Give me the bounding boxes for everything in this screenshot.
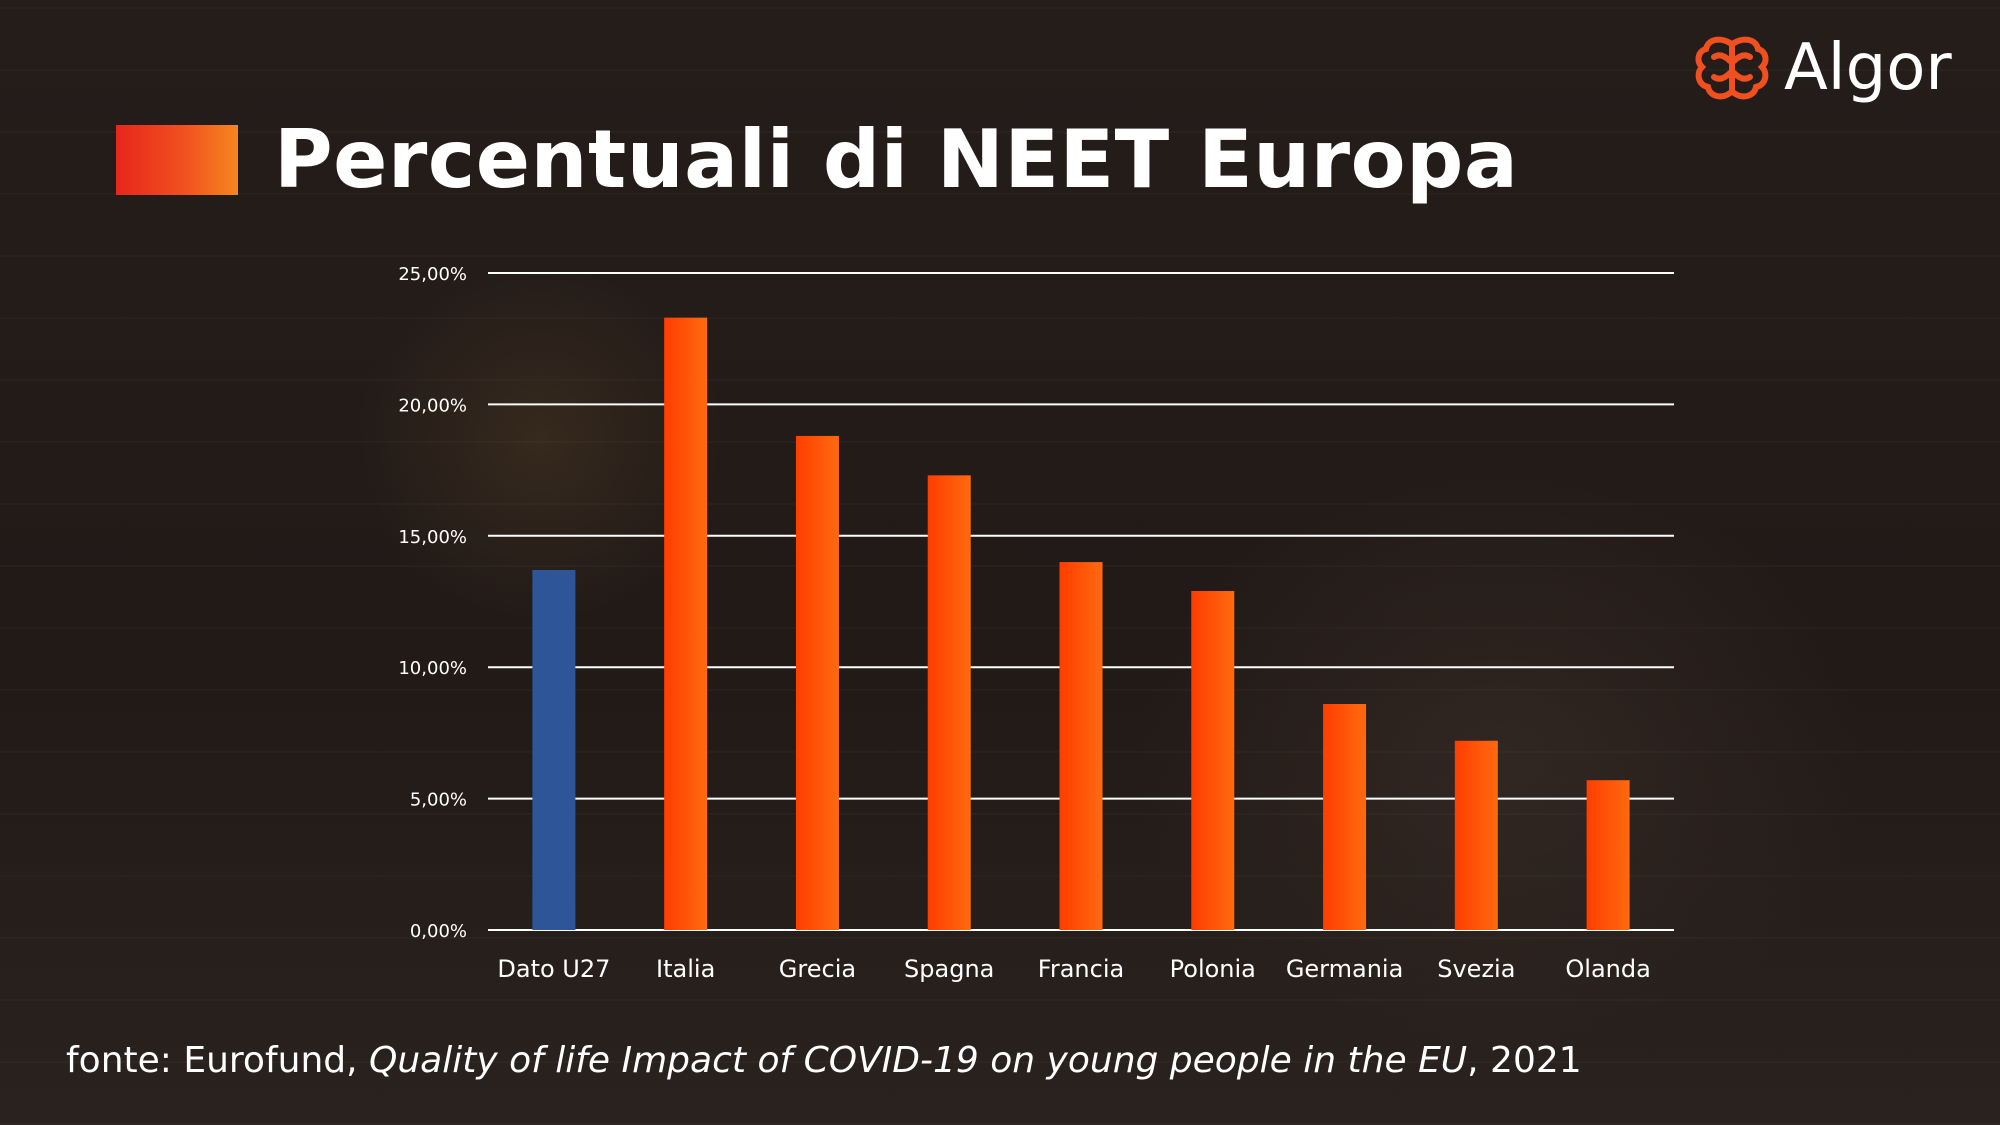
x-category-label: Dato U27 bbox=[497, 955, 610, 983]
slide-title: Percentuali di NEET Europa bbox=[274, 113, 1519, 206]
y-tick-label: 20,00% bbox=[398, 395, 467, 416]
bar bbox=[1454, 740, 1498, 930]
source-prefix: fonte: Eurofund, bbox=[66, 1040, 369, 1081]
brand-name: Algor bbox=[1784, 31, 1952, 105]
title-accent-block bbox=[116, 125, 238, 195]
y-tick-label: 0,00% bbox=[410, 921, 467, 942]
source-title: Quality of life Impact of COVID-19 on yo… bbox=[369, 1040, 1468, 1081]
source-suffix: , 2021 bbox=[1467, 1040, 1582, 1081]
y-tick-label: 25,00% bbox=[398, 264, 467, 285]
bar bbox=[795, 435, 839, 930]
x-category-label: Grecia bbox=[779, 955, 856, 983]
bar bbox=[664, 317, 708, 930]
x-category-label: Germania bbox=[1286, 955, 1403, 983]
bar bbox=[1191, 590, 1235, 930]
x-category-label: Svezia bbox=[1437, 955, 1515, 983]
y-tick-label: 15,00% bbox=[398, 527, 467, 548]
bar bbox=[532, 569, 576, 930]
x-category-label: Spagna bbox=[904, 955, 994, 983]
brain-icon bbox=[1695, 36, 1769, 100]
bar bbox=[927, 475, 971, 930]
x-category-label: Olanda bbox=[1565, 955, 1650, 983]
bar bbox=[1586, 780, 1630, 930]
source-citation: fonte: Eurofund, Quality of life Impact … bbox=[66, 1036, 1582, 1086]
y-tick-label: 5,00% bbox=[410, 790, 467, 811]
x-category-label: Polonia bbox=[1170, 955, 1256, 983]
bar bbox=[1059, 562, 1103, 930]
x-category-label: Francia bbox=[1038, 955, 1124, 983]
brand-logo: Algor bbox=[1694, 28, 1952, 108]
x-category-label: Italia bbox=[656, 955, 715, 983]
bar bbox=[1323, 703, 1367, 930]
y-tick-label: 10,00% bbox=[398, 658, 467, 679]
